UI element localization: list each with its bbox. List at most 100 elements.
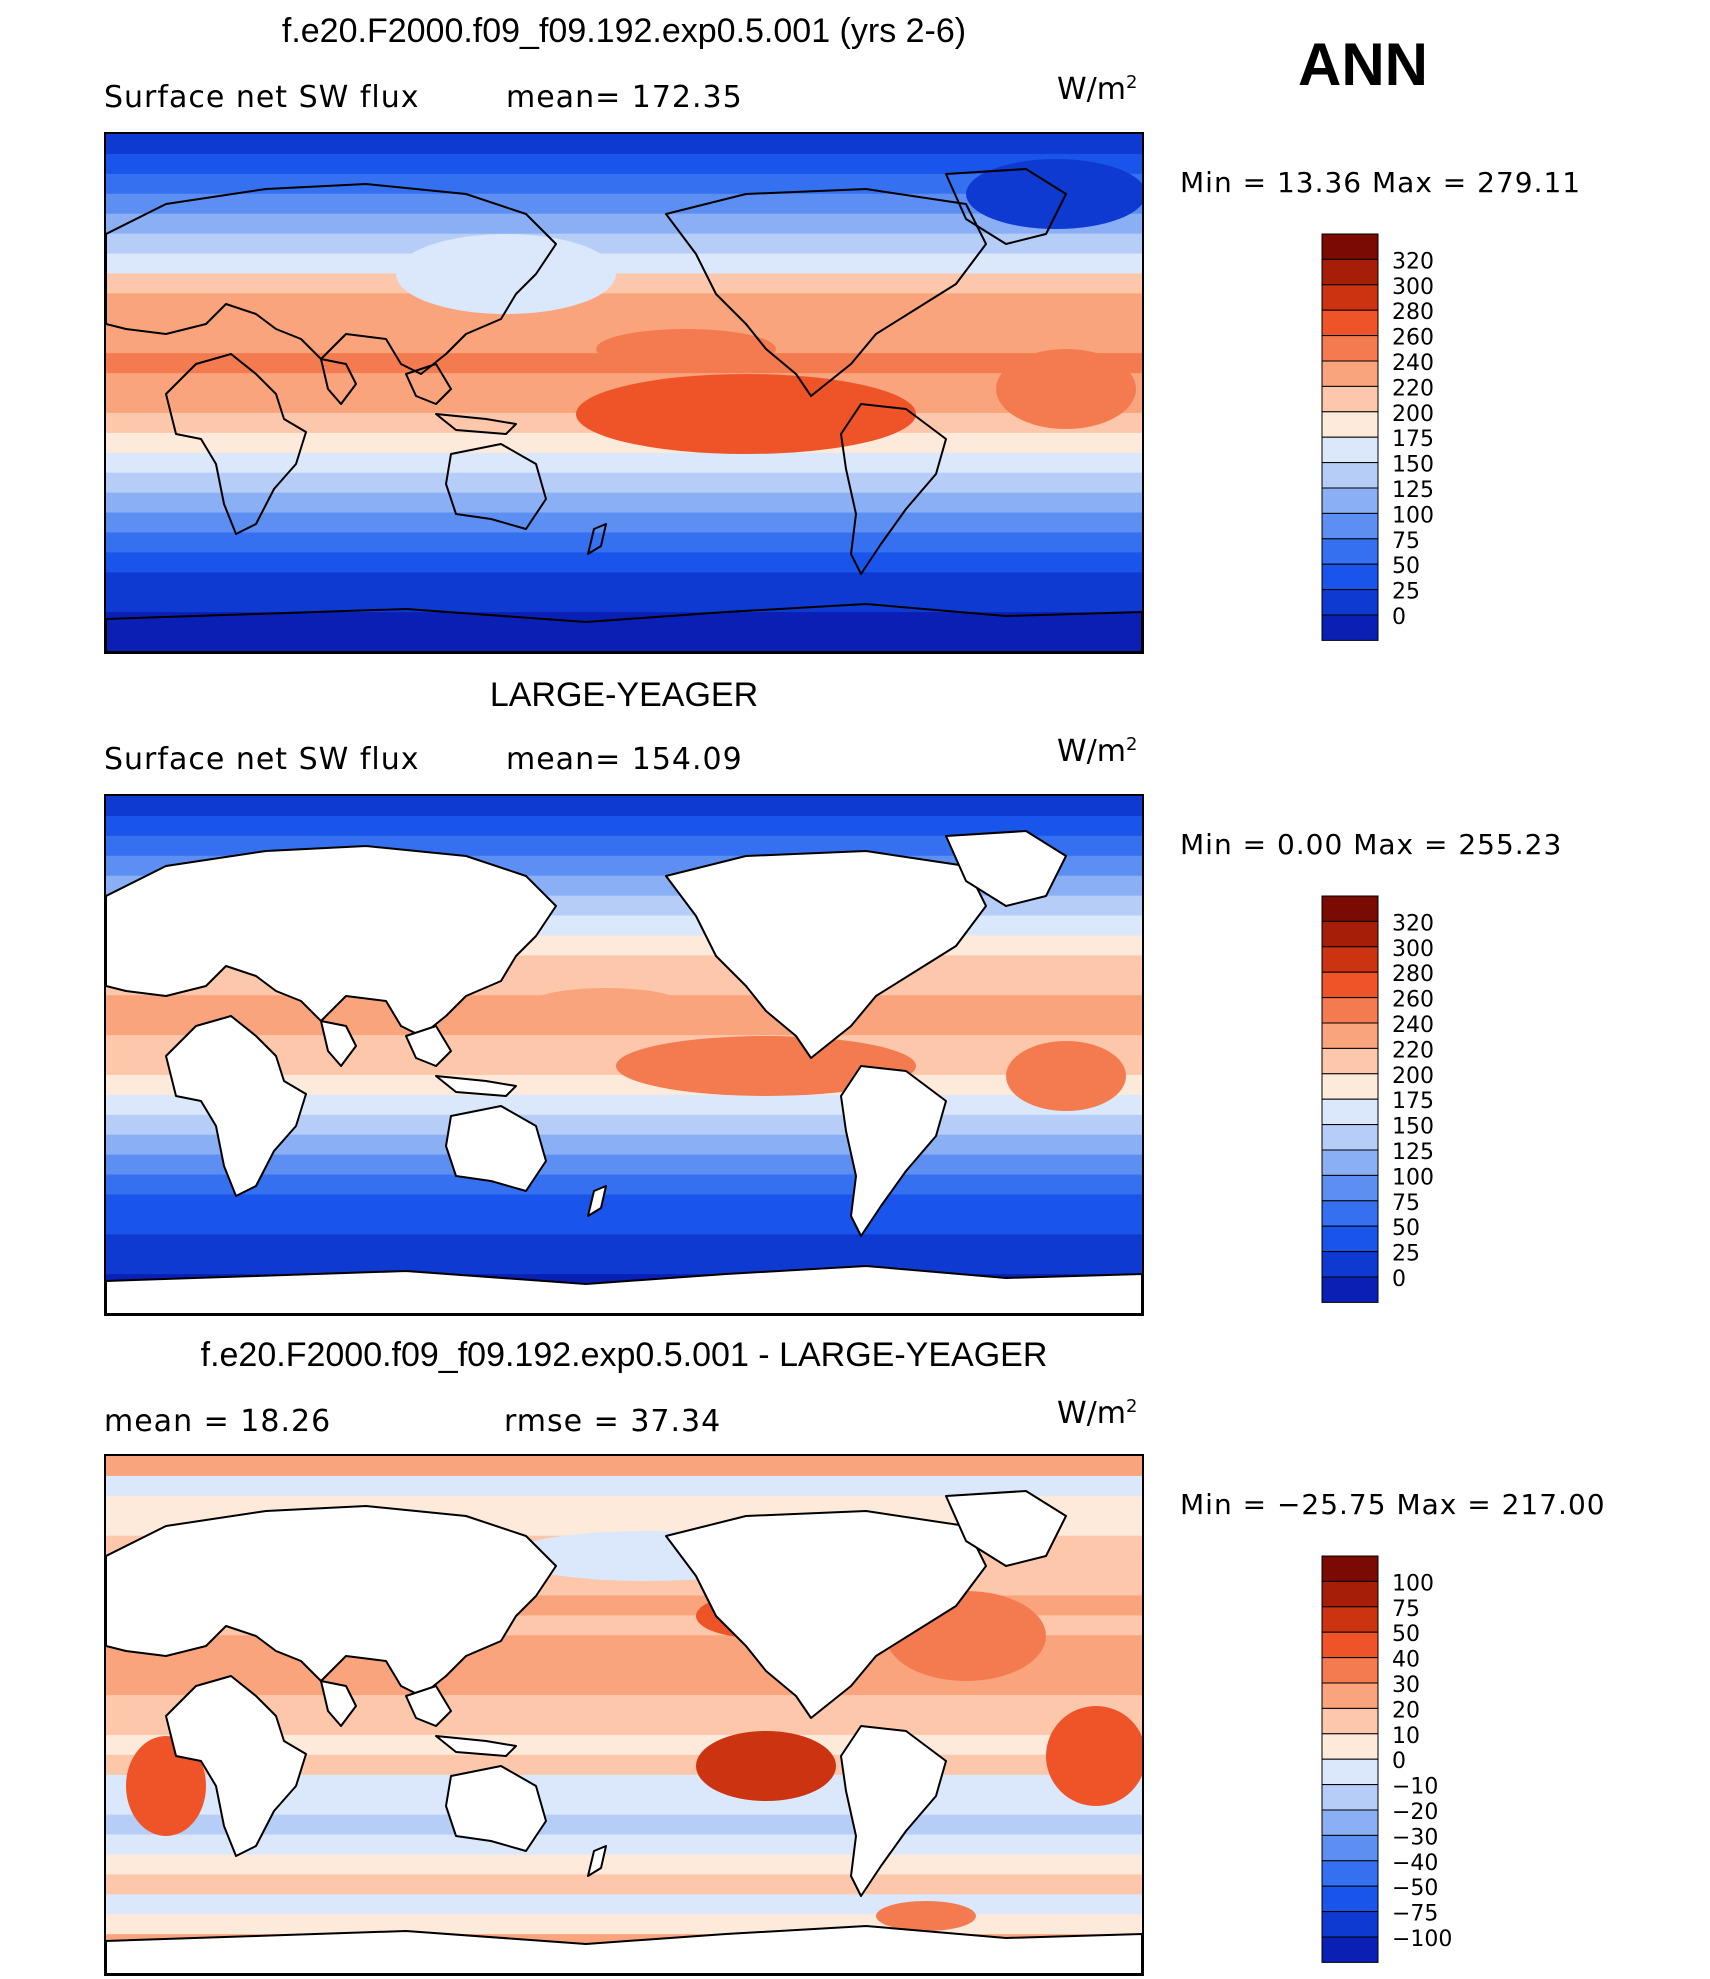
panel3-colorbar-box (1321, 1631, 1379, 1659)
panel2-coastline-australia (445, 1105, 547, 1192)
panel2-colorbar-box (1321, 1149, 1379, 1176)
panel1-colorbar-box (1321, 258, 1379, 286)
panel2-colorbar-box (1321, 1251, 1379, 1278)
panel1-colorbar-box (1321, 284, 1379, 311)
panel1-field-band (106, 632, 1142, 652)
panel1-colorbar-label: 150 (1392, 453, 1434, 478)
panel1-field-band (106, 452, 1142, 474)
panel1-colorbar-label: 240 (1392, 351, 1434, 376)
panel2-colorbar-box (1321, 997, 1379, 1024)
panel3-colorbar-label: 10 (1392, 1724, 1420, 1749)
panel3-coastline-antarctica (106, 1925, 1142, 1974)
panel1-colorbar-box (1321, 462, 1379, 489)
panel3-colorbar-box (1321, 1606, 1379, 1633)
panel1-colorbar-label: 320 (1392, 249, 1434, 274)
panel3-colorbar-label: −40 (1392, 1851, 1438, 1876)
panel1-field-band (106, 273, 1142, 295)
panel1-field-band (106, 134, 1142, 155)
panel2-colorbar-box (1321, 946, 1379, 973)
panel1-colorbar-box (1321, 335, 1379, 362)
panel3-colorbar-box (1321, 1733, 1379, 1760)
panel2-field-anomaly (616, 1036, 916, 1096)
panel1-colorbar-label: 75 (1392, 529, 1420, 554)
panel1-field-band (106, 512, 1142, 534)
panel3-colorbar-box (1321, 1860, 1379, 1887)
panel1-units: W/m2 (1057, 72, 1138, 107)
panel1-coastline-seasia (405, 363, 452, 405)
panel1-field-anomaly (996, 349, 1136, 429)
panel2-colorbar-label: 300 (1392, 937, 1434, 962)
panel1-field-band (106, 373, 1142, 394)
panel1-colorbar-box (1321, 360, 1379, 387)
panel2-coastline-eurasia (106, 845, 557, 1037)
panel3-map-svg (106, 1456, 1142, 1974)
panel3-colorbar-box (1321, 1809, 1379, 1836)
panel3-colorbar-label: −50 (1392, 1876, 1438, 1901)
panel1-colorbar-box (1321, 589, 1379, 616)
panel1-coastline-antarctica (106, 603, 1142, 652)
panel3-coastline-greenland (945, 1490, 1067, 1567)
panel1-colorbar-label: 0 (1392, 605, 1406, 630)
panel3-field-anomaly (876, 1901, 976, 1931)
panel2-colorbar-label: 100 (1392, 1165, 1434, 1190)
panel1-colorbar-box (1321, 436, 1379, 464)
panel1-title: f.e20.F2000.f09_f09.192.exp0.5.001 (yrs … (281, 12, 967, 50)
panel2-minmax: Min = 0.00 Max = 255.23 (1180, 828, 1563, 861)
panel3-colorbar-box (1321, 1936, 1379, 1963)
panel1-field-band (106, 432, 1142, 454)
panel1-field-band (106, 592, 1142, 614)
panel3-coastline-seasia (405, 1685, 452, 1727)
panel3-field-band (106, 1675, 1142, 1697)
panel3-field-band (106, 1655, 1142, 1677)
panel1-field-band (106, 233, 1142, 255)
panel2-colorbar-label: 50 (1392, 1216, 1420, 1241)
panel1-colorbar-label: 25 (1392, 580, 1420, 605)
panel3-colorbar-label: −100 (1392, 1927, 1452, 1952)
panel2-coastline-indonesia (435, 1075, 517, 1097)
panel2-colorbar-label: 150 (1392, 1115, 1434, 1140)
panel3-field-band (106, 1894, 1142, 1916)
panel2-coastline-africa (165, 1015, 307, 1197)
panel2-field-band (106, 1015, 1142, 1037)
panel1-colorbar-label: 300 (1392, 275, 1434, 300)
panel3-colorbar-label: 0 (1392, 1749, 1406, 1774)
panel3-colorbar-box (1321, 1555, 1379, 1582)
panel1-coastline-samerica (840, 403, 947, 575)
panel1-coastline-indonesia (435, 413, 517, 435)
panel3-coastline-indonesia (435, 1735, 517, 1757)
season-label: ANN (1298, 31, 1428, 98)
panel1-field-band (106, 193, 1142, 215)
panel3-colorbar-label: −20 (1392, 1800, 1438, 1825)
panel3-colorbar-label: 20 (1392, 1698, 1420, 1723)
panel1-colorbar-box (1321, 614, 1379, 641)
panel3-field-band (106, 1914, 1142, 1936)
panel2-colorbar-label: 220 (1392, 1038, 1434, 1063)
panel1-colorbar-box (1321, 487, 1379, 514)
panel2-colorbar-box (1321, 1200, 1379, 1227)
panel3-colorbar-box (1321, 1834, 1379, 1862)
panel3-field-anomaly (126, 1736, 206, 1836)
panel3-coastline-africa (165, 1675, 307, 1857)
panel2-coastline-greenland (945, 830, 1067, 907)
panel3-coastline-namerica (665, 1510, 987, 1719)
panel1-colorbar-box (1321, 411, 1379, 438)
panel3-coastline-nzealand (587, 1845, 607, 1877)
panel1-minmax: Min = 13.36 Max = 279.11 (1180, 166, 1582, 199)
panel3-minmax: Min = −25.75 Max = 217.00 (1180, 1488, 1606, 1521)
panel1-colorbar-box (1321, 563, 1379, 591)
panel2-field-band (106, 1234, 1142, 1256)
panel1-field-anomaly (576, 374, 916, 454)
panel1-colorbar-label: 220 (1392, 376, 1434, 401)
panel1-field-band (106, 572, 1142, 594)
panel3-coastline-eurasia (106, 1505, 557, 1697)
panel1-colorbar-label: 260 (1392, 326, 1434, 351)
panel2-colorbar-box (1321, 1276, 1379, 1303)
panel2-colorbar-box (1321, 1073, 1379, 1100)
panel1-field-band (106, 213, 1142, 235)
panel3-colorbar-box (1321, 1784, 1379, 1811)
panel3-field-band (106, 1695, 1142, 1716)
panel2-colorbar-label: 175 (1392, 1089, 1434, 1114)
panel1-field-band (106, 253, 1142, 275)
panel2-colorbar-label: 240 (1392, 1013, 1434, 1038)
